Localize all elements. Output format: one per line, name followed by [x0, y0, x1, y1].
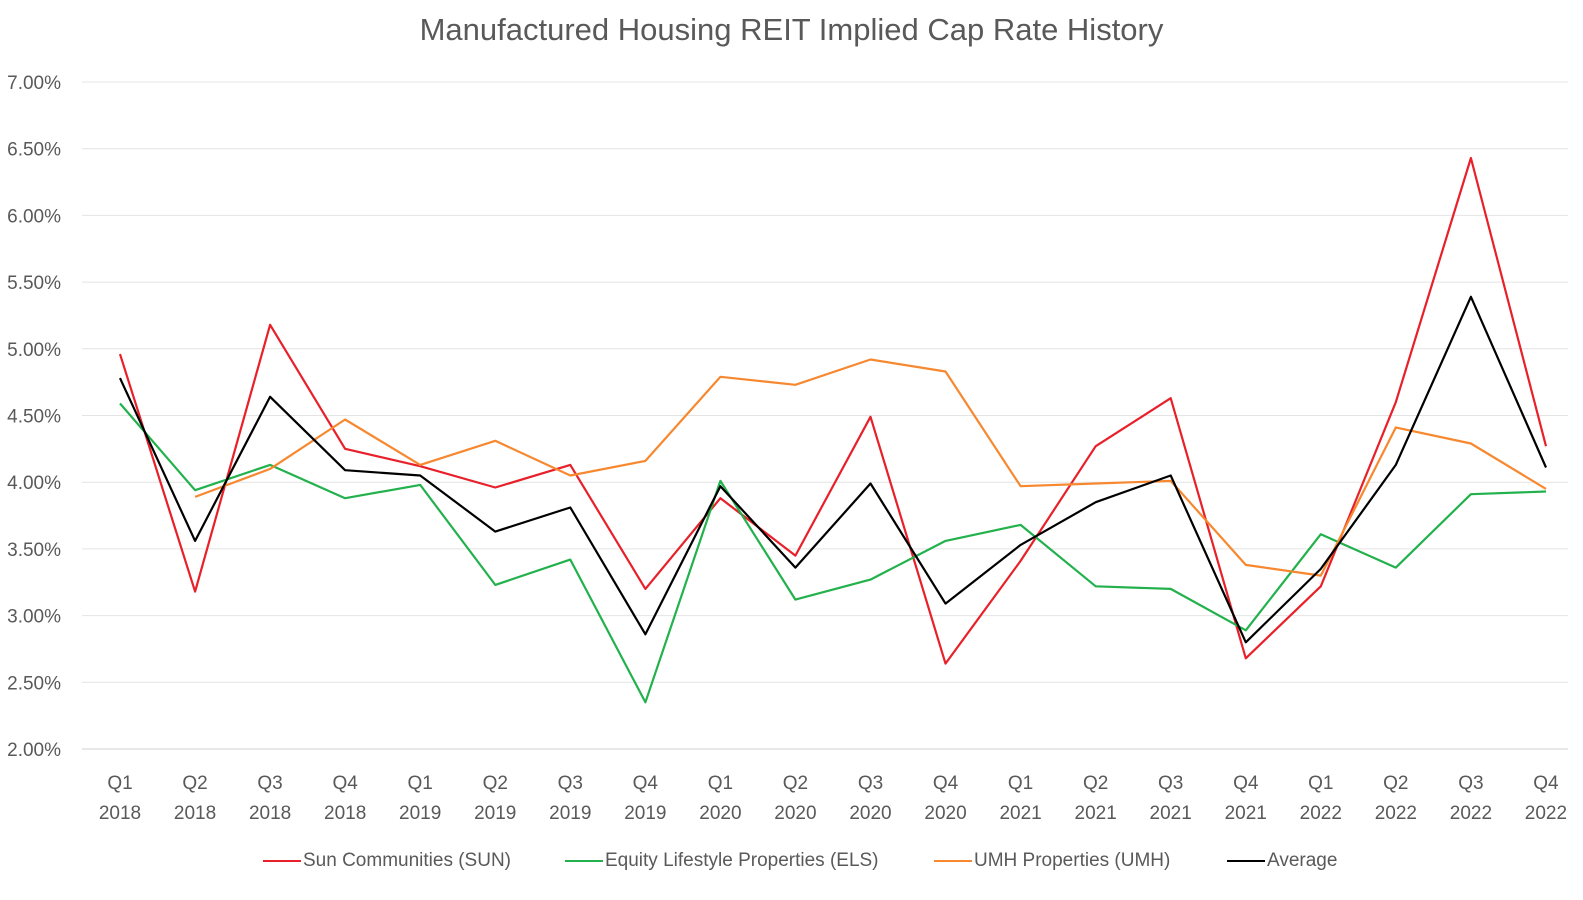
series-line-2: [194, 358, 1547, 577]
legend-label: Equity Lifestyle Properties (ELS): [605, 850, 879, 871]
x-tick-label: 2022: [1525, 803, 1567, 824]
x-tick-label: 2022: [1450, 803, 1492, 824]
legend-item: Average: [1227, 846, 1337, 876]
x-tick-label: Q1: [708, 773, 733, 794]
y-tick-label: 5.00%: [7, 340, 61, 361]
series-line-0: [118, 156, 1548, 665]
x-tick-label: 2018: [99, 803, 141, 824]
x-tick-label: Q2: [182, 773, 207, 794]
y-tick-label: 5.50%: [7, 273, 61, 294]
legend-swatch: [1227, 860, 1265, 862]
x-axis-tick-labels: Q1 2018 Q2 2018 Q3 2018 Q4 2018 Q1 2019 Q2 2019 Q3 20…: [99, 773, 1567, 824]
x-tick-label: Q2: [783, 773, 808, 794]
series-line-1: [119, 402, 1547, 704]
x-tick-label: Q1: [408, 773, 433, 794]
x-tick-label: Q4: [332, 773, 358, 794]
series-lines: [118, 156, 1548, 704]
x-tick-label: Q4: [933, 773, 959, 794]
x-tick-label: 2022: [1375, 803, 1417, 824]
x-tick-label: Q3: [558, 773, 583, 794]
x-tick-label: 2021: [1075, 803, 1117, 824]
y-tick-label: 4.50%: [7, 407, 61, 428]
legend: Sun Communities (SUN) Equity Lifestyle Pr…: [0, 846, 1583, 876]
x-tick-label: Q1: [1308, 773, 1333, 794]
x-tick-label: 2021: [1225, 803, 1267, 824]
x-tick-label: 2019: [399, 803, 441, 824]
legend-label: UMH Properties (UMH): [974, 850, 1171, 871]
x-tick-label: 2020: [774, 803, 816, 824]
x-tick-label: 2020: [699, 803, 741, 824]
y-tick-label: 2.00%: [7, 740, 61, 761]
x-tick-label: 2018: [324, 803, 366, 824]
y-tick-label: 6.00%: [7, 206, 61, 227]
legend-swatch: [565, 860, 603, 862]
x-tick-label: Q2: [483, 773, 508, 794]
legend-swatch: [934, 860, 972, 862]
x-tick-label: 2020: [849, 803, 891, 824]
x-tick-label: 2020: [924, 803, 966, 824]
x-tick-label: 2021: [999, 803, 1041, 824]
legend-swatch: [263, 860, 301, 862]
y-tick-label: 6.50%: [7, 140, 61, 161]
legend-item: Equity Lifestyle Properties (ELS): [565, 846, 879, 876]
x-tick-label: Q4: [1233, 773, 1259, 794]
x-tick-label: Q4: [1533, 773, 1559, 794]
x-tick-label: 2021: [1150, 803, 1192, 824]
x-tick-label: Q4: [633, 773, 659, 794]
x-tick-label: 2019: [549, 803, 591, 824]
y-tick-label: 4.00%: [7, 473, 61, 494]
y-tick-label: 3.00%: [7, 607, 61, 628]
x-tick-label: Q3: [1158, 773, 1183, 794]
x-tick-label: 2018: [249, 803, 291, 824]
y-tick-label: 2.50%: [7, 673, 61, 694]
x-tick-label: Q2: [1383, 773, 1408, 794]
legend-label: Sun Communities (SUN): [303, 850, 511, 871]
series-line-3: [119, 295, 1548, 644]
x-tick-label: 2018: [174, 803, 216, 824]
legend-item: Sun Communities (SUN): [263, 846, 511, 876]
legend-label: Average: [1267, 850, 1338, 871]
x-tick-label: 2019: [474, 803, 516, 824]
chart-title: Manufactured Housing REIT Implied Cap Ra…: [419, 12, 1164, 47]
y-tick-label: 7.00%: [7, 73, 61, 94]
x-tick-label: Q3: [257, 773, 282, 794]
x-tick-label: Q1: [107, 773, 132, 794]
x-tick-label: Q3: [1458, 773, 1483, 794]
x-tick-label: Q3: [858, 773, 883, 794]
gridlines: [82, 81, 1568, 750]
x-tick-label: 2019: [624, 803, 666, 824]
y-tick-label: 3.50%: [7, 540, 61, 561]
x-tick-label: 2022: [1300, 803, 1342, 824]
x-tick-label: Q1: [1008, 773, 1033, 794]
y-axis-tick-labels: 2.00% 2.50% 3.00% 3.50% 4.00% 4.50% 5.00% 5.50%…: [7, 73, 61, 761]
legend-item: UMH Properties (UMH): [934, 846, 1170, 876]
x-tick-label: Q2: [1083, 773, 1108, 794]
